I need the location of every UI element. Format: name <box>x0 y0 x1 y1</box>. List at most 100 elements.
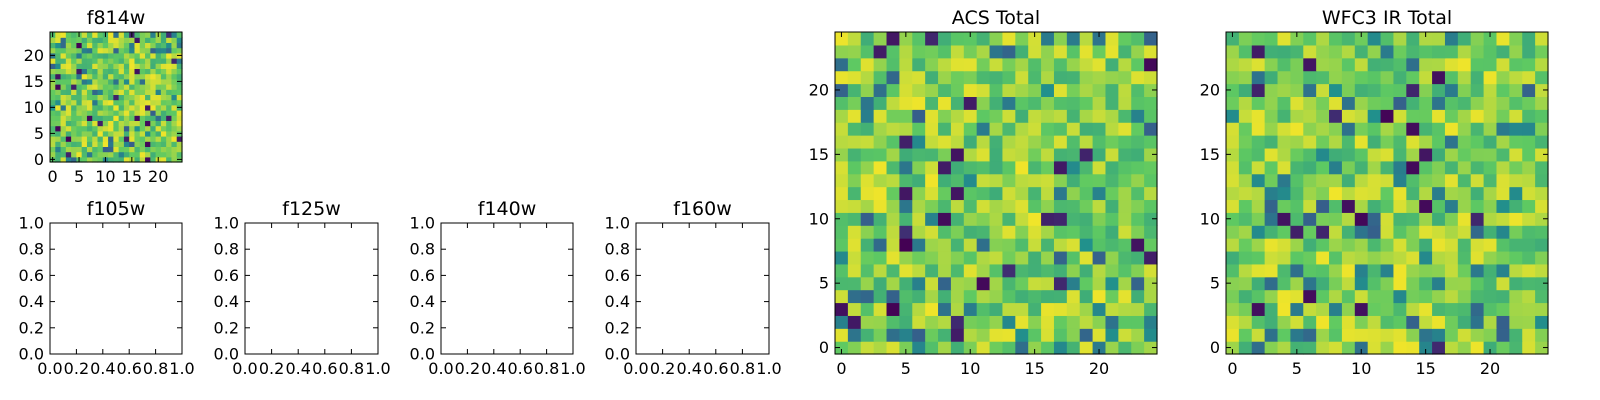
heatmap-cell <box>1393 70 1407 85</box>
heatmap-cell <box>1509 328 1523 342</box>
heatmap-cell <box>1144 225 1158 239</box>
heatmap-cell <box>155 73 162 80</box>
heatmap-cell <box>50 151 56 158</box>
heatmap-cell <box>899 315 913 329</box>
heatmap-cell <box>886 186 900 201</box>
heatmap-cell <box>886 70 900 85</box>
heatmap-cell <box>92 32 99 38</box>
heatmap-cell <box>886 315 900 329</box>
heatmap-cell <box>963 289 978 304</box>
heatmap-cell <box>1118 186 1132 201</box>
heatmap-cell <box>1290 315 1304 329</box>
heatmap-cell <box>886 199 900 213</box>
heatmap-cell <box>86 110 93 116</box>
heatmap-cell <box>1341 315 1356 329</box>
heatmap-cell <box>1509 32 1523 46</box>
heatmap-cell <box>171 89 178 95</box>
heatmap-cell <box>86 130 93 137</box>
heatmap-cell <box>1002 147 1016 162</box>
heatmap-cell <box>873 135 888 149</box>
heatmap-cell <box>71 99 77 106</box>
heatmap-cell <box>1144 328 1158 342</box>
heatmap-cell <box>1079 212 1094 226</box>
heatmap-cell <box>1066 289 1081 304</box>
heatmap-cell <box>155 99 162 106</box>
heatmap-cell <box>1041 173 1055 188</box>
heatmap-cell <box>1470 160 1485 175</box>
heatmap-cell <box>1496 212 1510 226</box>
heatmap-cell <box>97 73 104 80</box>
heatmap-cell <box>860 289 875 304</box>
heatmap-cell <box>76 84 83 90</box>
heatmap-cell <box>1028 186 1042 201</box>
heatmap-cell <box>55 73 62 80</box>
heatmap-cell <box>1277 96 1291 110</box>
heatmap-cell <box>1144 302 1158 316</box>
heatmap-cell <box>1144 96 1158 110</box>
x-tick-label: 20 <box>1480 359 1500 378</box>
heatmap-cell <box>1535 173 1549 188</box>
panel-title: f125w <box>282 198 341 220</box>
heatmap-cell <box>1118 315 1132 329</box>
heatmap-cell <box>1290 199 1304 213</box>
heatmap-cell <box>160 58 167 64</box>
heatmap-cell <box>65 141 72 147</box>
heatmap-cell <box>1144 263 1158 278</box>
y-tick-label: 0 <box>1210 338 1220 357</box>
heatmap-cell <box>1002 238 1016 252</box>
heatmap-cell <box>1483 212 1498 226</box>
heatmap-cell <box>989 96 1004 110</box>
heatmap-cell <box>171 63 178 69</box>
y-tick-label: 0.6 <box>19 266 44 285</box>
heatmap-cell <box>1002 135 1016 149</box>
heatmap-cell <box>60 146 67 153</box>
heatmap-cell <box>81 115 88 121</box>
heatmap-cell <box>1092 109 1107 123</box>
heatmap-cell <box>55 78 62 85</box>
heatmap-cell <box>1496 83 1510 97</box>
heatmap-cell <box>60 73 67 80</box>
x-tick-label: 0 <box>1227 359 1237 378</box>
heatmap-cell <box>113 99 120 106</box>
heatmap-cell <box>1522 263 1536 278</box>
heatmap-cell <box>76 47 83 54</box>
heatmap-cell <box>65 125 72 132</box>
heatmap-cell <box>1483 83 1498 97</box>
heatmap-cell <box>1509 70 1523 85</box>
heatmap-cell <box>938 328 952 342</box>
heatmap-cell <box>1002 186 1016 201</box>
heatmap-cell <box>1522 238 1536 252</box>
heatmap-cell <box>92 136 99 142</box>
heatmap-cell <box>835 225 849 239</box>
heatmap-cell <box>1406 276 1420 291</box>
heatmap-cell <box>50 89 56 95</box>
heatmap-cell <box>976 44 991 59</box>
heatmap-cell <box>76 73 83 80</box>
heatmap-cell <box>65 99 72 106</box>
heatmap-cell <box>1380 250 1395 265</box>
heatmap-cell <box>71 115 77 121</box>
heatmap-cell <box>1041 109 1055 123</box>
heatmap-cell <box>1238 225 1253 239</box>
heatmap-cell <box>1092 199 1107 213</box>
heatmap-cell <box>123 89 130 95</box>
heatmap-cell <box>1041 250 1055 265</box>
heatmap-cell <box>113 32 120 38</box>
heatmap-cell <box>938 147 952 162</box>
heatmap-cell <box>1131 186 1145 201</box>
heatmap-cell <box>1470 122 1485 136</box>
heatmap-cell <box>1496 315 1510 329</box>
heatmap-cell <box>938 135 952 149</box>
heatmap-cell <box>1419 186 1433 201</box>
heatmap-cell <box>160 110 167 116</box>
heatmap-cell <box>1380 173 1395 188</box>
heatmap-cell <box>102 115 109 121</box>
heatmap-cell <box>1079 44 1094 59</box>
heatmap-cell <box>1393 44 1407 59</box>
heatmap-cell <box>71 151 77 158</box>
heatmap-cell <box>160 151 167 158</box>
y-tick-label: 15 <box>1200 145 1220 164</box>
heatmap-cell <box>1457 328 1472 342</box>
heatmap-cell <box>160 115 167 121</box>
heatmap-cell <box>1470 315 1485 329</box>
